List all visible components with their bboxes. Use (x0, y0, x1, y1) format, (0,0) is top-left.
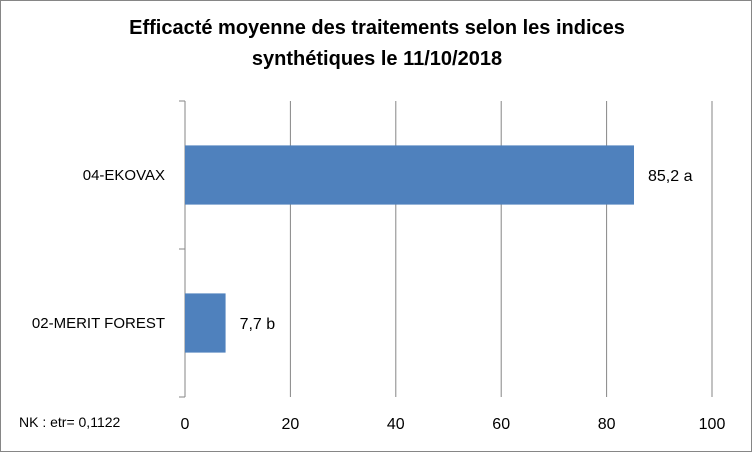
bar (185, 145, 635, 205)
x-tick-label: 40 (387, 416, 405, 433)
bar (185, 293, 226, 353)
data-label: 85,2 a (648, 168, 693, 185)
chart-title-line-1: Efficacté moyenne des traitements selon … (129, 17, 625, 39)
x-tick-label: 0 (181, 416, 190, 433)
stats-note: NK : etr= 0,1122 (19, 414, 121, 430)
x-tick-label: 100 (699, 416, 726, 433)
chart-title-line-2: synthétiques le 11/10/2018 (251, 48, 503, 70)
category-label: 04-EKOVAX (83, 167, 165, 184)
x-tick-label: 60 (492, 416, 510, 433)
chart-title: Efficacté moyenne des traitements selon … (1, 13, 752, 75)
x-tick-label: 20 (282, 416, 300, 433)
category-label: 02-MERIT FOREST (32, 315, 165, 332)
x-tick-label: 80 (598, 416, 616, 433)
data-label: 7,7 b (240, 316, 276, 333)
